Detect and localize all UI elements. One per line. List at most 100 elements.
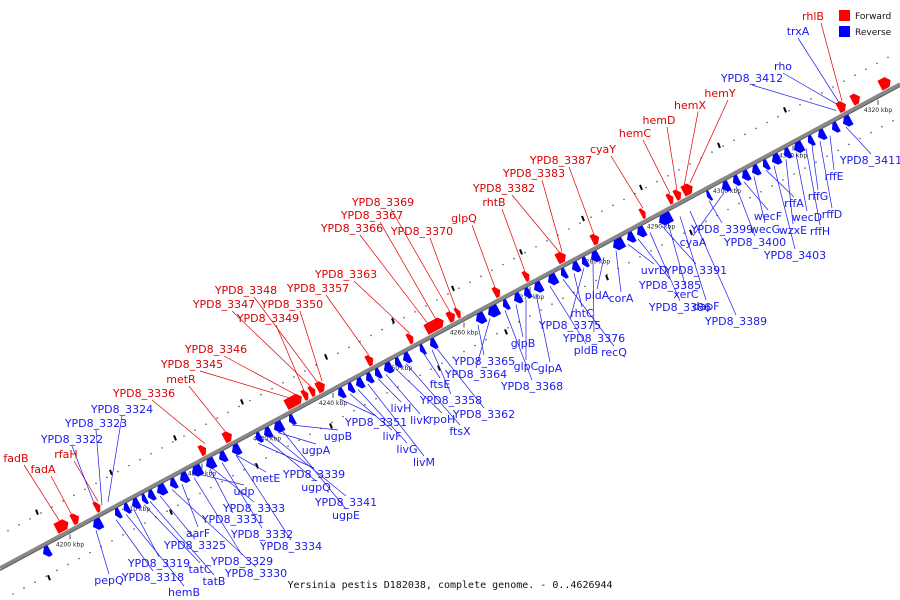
- tiny-feature: [324, 353, 328, 360]
- reverse-gene: [548, 272, 560, 286]
- reverse-gene: [772, 152, 783, 165]
- reverse-leader: [133, 509, 160, 558]
- forward-gene: [638, 208, 646, 220]
- reverse-gene: [124, 502, 132, 514]
- guide-dot: [843, 80, 845, 82]
- reverse-gene-label: YPD8_3330: [224, 567, 287, 580]
- reverse-gene: [627, 231, 637, 243]
- reverse-gene: [403, 351, 413, 364]
- guide-dot: [205, 423, 207, 426]
- reverse-gene: [132, 497, 142, 509]
- reverse-leader: [785, 159, 794, 225]
- forward-leader: [299, 310, 323, 381]
- reverse-gene-label: glpB: [511, 337, 536, 350]
- guide-dot: [106, 476, 108, 479]
- forward-leader: [642, 139, 671, 194]
- tick-label: 4250 kbp: [384, 365, 412, 372]
- guide-dot: [23, 587, 25, 589]
- guide-dot: [232, 474, 234, 477]
- forward-gene: [197, 444, 207, 457]
- reverse-gene: [659, 211, 674, 226]
- reverse-leader: [423, 353, 441, 379]
- guide-dot: [7, 529, 9, 532]
- guide-dot: [782, 179, 784, 181]
- forward-gene-label: fadA: [30, 463, 56, 476]
- reverse-gene-label: ugpA: [302, 444, 331, 457]
- guide-dot: [62, 500, 64, 502]
- reverse-gene-label: ugpB: [324, 430, 352, 443]
- guide-dot: [249, 399, 251, 402]
- guide-dot: [529, 315, 531, 317]
- reverse-leader: [773, 165, 796, 250]
- reverse-gene: [572, 260, 582, 273]
- forward-leader: [231, 310, 312, 388]
- reverse-gene: [733, 174, 742, 186]
- reverse-leader: [562, 279, 615, 347]
- guide-dot: [513, 257, 515, 260]
- backbone-dots: [7, 56, 894, 595]
- guide-dot: [854, 74, 856, 76]
- legend-forward-swatch: [839, 10, 850, 21]
- guide-dot: [744, 133, 746, 136]
- reverse-gene-label: hemB: [168, 586, 200, 599]
- reverse-leader: [277, 432, 317, 445]
- guide-dot: [287, 445, 289, 447]
- forward-gene-label: YPD8_3382: [472, 182, 535, 195]
- guide-dot: [689, 163, 691, 165]
- reverse-leader: [569, 267, 585, 320]
- forward-leader: [23, 464, 61, 522]
- guide-dot: [150, 452, 152, 455]
- reverse-gene-label: rffD: [822, 208, 843, 221]
- forward-gene: [589, 233, 600, 246]
- forward-gene-label: hemC: [619, 127, 651, 140]
- reverse-gene: [356, 376, 366, 389]
- forward-leader: [379, 221, 437, 320]
- forward-gene: [680, 183, 693, 197]
- guide-dot: [161, 447, 163, 449]
- guide-dot: [414, 311, 416, 313]
- reverse-gene: [591, 250, 602, 263]
- forward-leader: [188, 385, 227, 433]
- reverse-gene: [366, 372, 375, 384]
- reverse-gene-label: rho: [774, 60, 792, 73]
- reverse-leader: [221, 462, 263, 529]
- reverse-gene-label: corA: [609, 292, 634, 305]
- guide-dot: [788, 109, 790, 112]
- reverse-gene: [613, 236, 627, 251]
- forward-gene: [835, 101, 846, 114]
- reverse-gene-label: YPD8_3339: [282, 468, 345, 481]
- guide-dot: [777, 115, 779, 118]
- forward-gene-label: YPD8_3369: [351, 196, 414, 209]
- guide-dot: [881, 125, 883, 128]
- forward-gene-label: hemY: [704, 87, 735, 100]
- guide-dot: [678, 169, 680, 171]
- reverse-gene-label: YPD8_3331: [201, 513, 264, 526]
- guide-dot: [331, 421, 333, 424]
- guide-dot: [29, 518, 31, 520]
- reverse-gene-label: dapF: [692, 300, 719, 313]
- reverse-gene-label: YPD8_3399: [690, 223, 753, 236]
- reverse-gene-label: YPD8_3333: [222, 502, 285, 515]
- guide-dot: [45, 575, 47, 578]
- forward-leader: [429, 237, 457, 309]
- guide-dot: [95, 482, 97, 485]
- forward-gene: [453, 307, 461, 319]
- reverse-gene: [488, 304, 502, 318]
- guide-dot: [84, 488, 86, 491]
- tick-label: 4310 kbp: [779, 153, 807, 160]
- forward-gene: [849, 93, 860, 106]
- guide-dot: [282, 382, 284, 384]
- reverse-leader: [149, 501, 215, 576]
- reverse-leader: [735, 186, 756, 237]
- tiny-feature: [639, 184, 643, 191]
- reverse-gene-label: ugpE: [332, 509, 360, 522]
- forward-gene: [521, 270, 530, 283]
- guide-dot: [447, 293, 449, 295]
- tiny-feature: [689, 229, 693, 236]
- tiny-feature: [717, 142, 721, 149]
- guide-dot: [793, 173, 795, 175]
- reverse-gene-label: udp: [234, 485, 255, 498]
- reverse-gene: [503, 298, 511, 310]
- reverse-gene: [430, 337, 439, 349]
